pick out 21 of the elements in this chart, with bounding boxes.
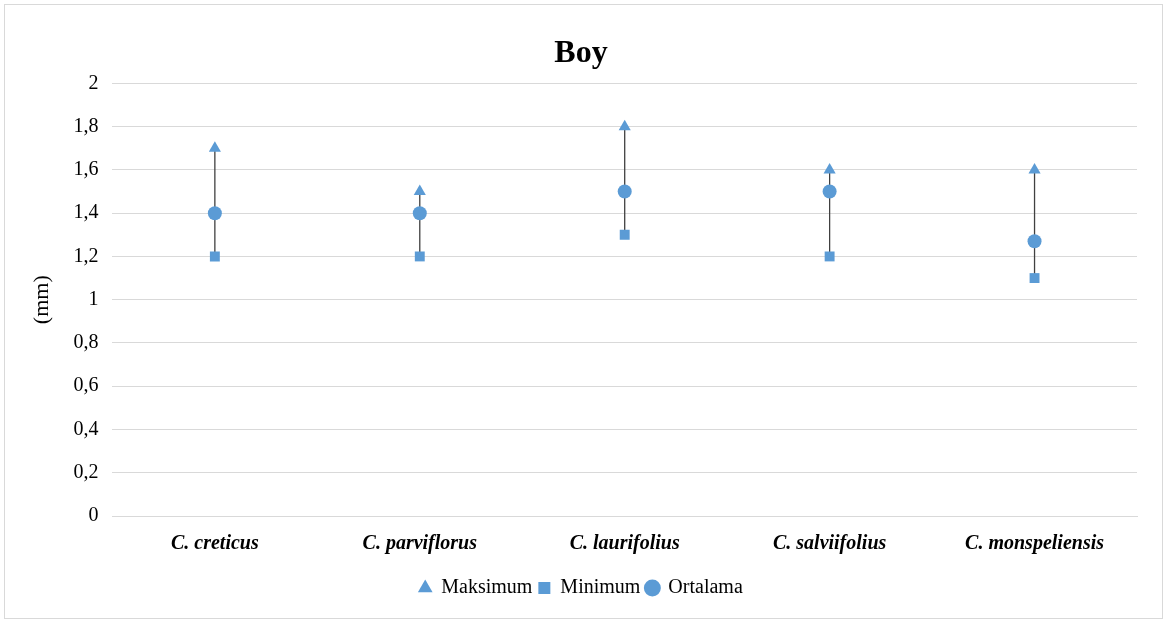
legend-label: Minimum	[560, 575, 641, 598]
x-tick-label: C. salviifolius	[772, 531, 887, 555]
y-tick-label: 2	[88, 70, 99, 93]
y-tick-label: 0,8	[73, 330, 99, 353]
y-tick-label: 0,2	[73, 459, 99, 482]
y-tick-label: 0,6	[73, 373, 99, 396]
x-tick-label: C. monspeliensis	[965, 531, 1105, 555]
x-tick-label: C. parviflorus	[362, 531, 478, 555]
y-tick-label: 0,4	[73, 416, 99, 439]
x-tick-label: C. creticus	[170, 531, 259, 554]
y-tick-label: 1,8	[73, 113, 99, 136]
y-tick-label: 1,6	[73, 157, 99, 180]
x-tick-label: C. laurifolius	[569, 531, 680, 555]
legend-label: Ortalama	[668, 575, 743, 598]
y-tick-label: 0	[88, 503, 99, 526]
chart-title: Boy	[554, 33, 608, 70]
y-axis-title: (mm)	[27, 275, 53, 325]
y-tick-label: 1,2	[73, 243, 99, 266]
y-tick-label: 1,4	[73, 200, 99, 223]
legend-label: Maksimum	[441, 575, 533, 598]
y-tick-label: 1	[88, 286, 99, 309]
